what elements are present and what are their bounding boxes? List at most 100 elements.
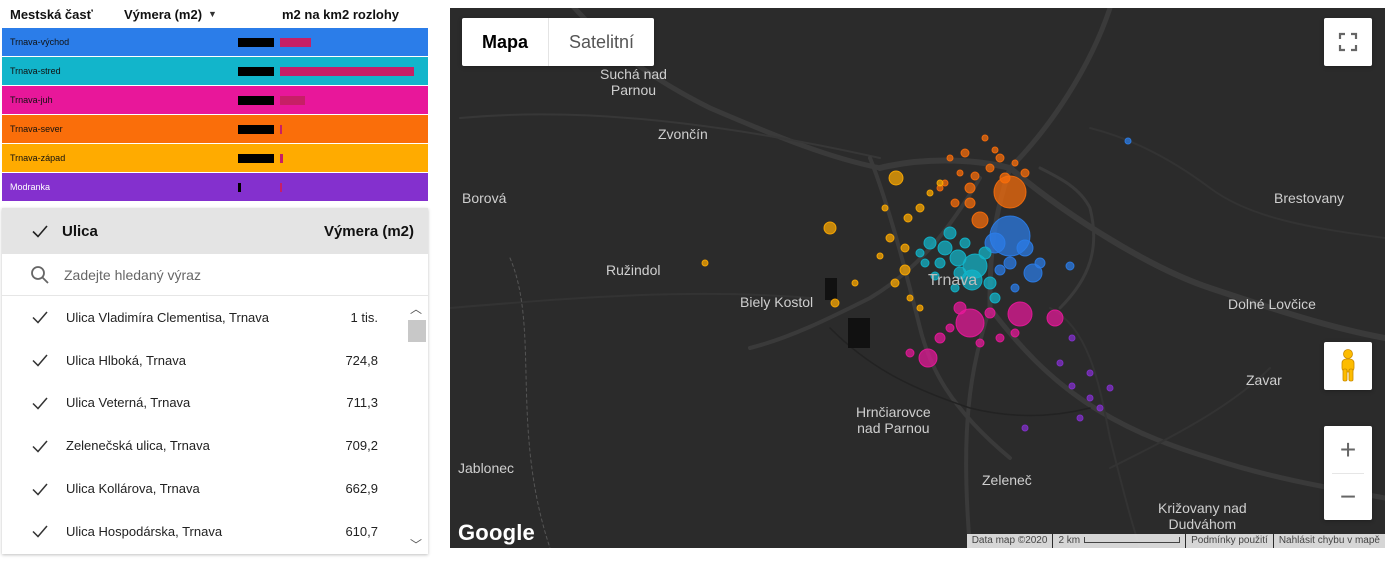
street-list-item[interactable]: Ulica Vladimíra Clementisa, Trnava 1 tis.: [2, 296, 404, 339]
map-bubble[interactable]: [946, 154, 954, 162]
street-list-item[interactable]: Zelenečská ulica, Trnava 709,2: [2, 424, 404, 467]
map-bubble[interactable]: [971, 211, 989, 229]
map-bubble[interactable]: [1016, 239, 1034, 257]
map-bubble[interactable]: [934, 257, 946, 269]
street-checkbox[interactable]: [30, 479, 50, 499]
street-checkbox[interactable]: [30, 350, 50, 370]
map-bubble[interactable]: [949, 249, 967, 267]
map-bubble[interactable]: [916, 304, 924, 312]
map-bubble[interactable]: [876, 252, 884, 260]
map-bubble[interactable]: [1034, 257, 1046, 269]
map-bubble[interactable]: [1086, 394, 1094, 402]
report-error-link[interactable]: Nahlásit chybu v mapě: [1273, 534, 1385, 548]
street-list-item[interactable]: Ulica Hospodárska, Trnava 610,7: [2, 510, 404, 553]
map[interactable]: Suchá nad Parnou Zvončín Borová Ružindol …: [450, 8, 1385, 548]
district-name-header[interactable]: Mestská časť: [10, 6, 93, 22]
map-bubble[interactable]: [1076, 414, 1084, 422]
map-bubble[interactable]: [991, 146, 999, 154]
map-bubble[interactable]: [930, 271, 940, 281]
street-search-input[interactable]: [64, 266, 364, 283]
map-bubble[interactable]: [1023, 263, 1043, 283]
map-bubble[interactable]: [1011, 159, 1019, 167]
map-bubble[interactable]: [945, 323, 955, 333]
map-bubble[interactable]: [900, 243, 910, 253]
street-view-pegman-button[interactable]: [1324, 342, 1372, 390]
map-bubble[interactable]: [970, 171, 980, 181]
map-bubble[interactable]: [851, 279, 859, 287]
map-bubble[interactable]: [881, 204, 889, 212]
map-scale[interactable]: 2 km: [1053, 534, 1186, 548]
map-bubble[interactable]: [1065, 261, 1075, 271]
district-row[interactable]: Trnava-stred: [2, 57, 428, 85]
street-list-scrollbar[interactable]: ︿ ﹀: [404, 296, 428, 554]
map-bubble[interactable]: [1003, 256, 1017, 270]
map-bubble[interactable]: [890, 278, 900, 288]
map-bubble[interactable]: [993, 175, 1027, 209]
map-bubble[interactable]: [885, 233, 895, 243]
map-bubble[interactable]: [950, 198, 960, 208]
map-bubble[interactable]: [823, 221, 837, 235]
map-type-map-button[interactable]: Mapa: [482, 31, 529, 52]
map-bubble[interactable]: [920, 258, 930, 268]
map-bubble[interactable]: [955, 308, 985, 338]
density-header[interactable]: m2 na km2 rozlohy: [282, 6, 400, 22]
area-header[interactable]: Výmera (m2) ▼: [116, 7, 274, 22]
map-bubble[interactable]: [1020, 168, 1030, 178]
district-row[interactable]: Trnava-sever: [2, 115, 428, 143]
map-bubble[interactable]: [1086, 369, 1094, 377]
map-bubble[interactable]: [1096, 404, 1104, 412]
map-bubble[interactable]: [1124, 137, 1132, 145]
map-bubble[interactable]: [985, 163, 995, 173]
map-bubble[interactable]: [994, 264, 1006, 276]
street-list-item[interactable]: Ulica Hlboká, Trnava 724,8: [2, 339, 404, 382]
map-bubble[interactable]: [1068, 382, 1076, 390]
map-bubble[interactable]: [964, 197, 976, 209]
map-bubble[interactable]: [926, 189, 934, 197]
map-bubble[interactable]: [956, 169, 964, 177]
map-bubble[interactable]: [961, 269, 983, 291]
map-bubble[interactable]: [975, 338, 985, 348]
map-bubble[interactable]: [1068, 334, 1076, 342]
map-bubble[interactable]: [983, 276, 997, 290]
map-bubble[interactable]: [918, 348, 938, 368]
map-bubble[interactable]: [903, 213, 913, 223]
map-bubble[interactable]: [981, 134, 989, 142]
map-bubble[interactable]: [905, 348, 915, 358]
street-checkbox[interactable]: [30, 307, 50, 327]
district-row[interactable]: Trnava-západ: [2, 144, 428, 172]
map-bubble[interactable]: [1056, 359, 1064, 367]
map-bubble[interactable]: [999, 172, 1011, 184]
map-bubble[interactable]: [915, 203, 925, 213]
zoom-in-button[interactable]: +: [1324, 427, 1372, 473]
map-bubble[interactable]: [953, 266, 967, 280]
map-bubble[interactable]: [995, 153, 1005, 163]
map-bubble[interactable]: [888, 170, 904, 186]
map-type-satellite-button[interactable]: Satelitní: [548, 18, 654, 66]
district-row[interactable]: Modranka: [2, 173, 428, 201]
map-bubble[interactable]: [989, 292, 1001, 304]
map-bubble[interactable]: [915, 248, 925, 258]
map-bubble[interactable]: [1046, 309, 1064, 327]
map-bubble[interactable]: [1106, 384, 1114, 392]
scroll-up-icon[interactable]: ︿: [409, 301, 422, 316]
map-bubble[interactable]: [937, 240, 953, 256]
map-bubble[interactable]: [934, 332, 946, 344]
scroll-down-icon[interactable]: ﹀: [409, 537, 422, 552]
map-bubble[interactable]: [906, 294, 914, 302]
map-bubble[interactable]: [995, 333, 1005, 343]
district-row[interactable]: Trnava-juh: [2, 86, 428, 114]
select-all-checkbox[interactable]: [30, 221, 50, 241]
street-checkbox[interactable]: [30, 436, 50, 456]
map-bubble[interactable]: [960, 148, 970, 158]
street-area-column-header[interactable]: Výmera (m2): [323, 222, 414, 240]
street-list-item[interactable]: Ulica Kollárova, Trnava 662,9: [2, 467, 404, 510]
map-bubble[interactable]: [1007, 301, 1033, 327]
map-bubble[interactable]: [984, 232, 1006, 254]
street-checkbox[interactable]: [30, 393, 50, 413]
map-bubble[interactable]: [978, 246, 992, 260]
map-bubble[interactable]: [984, 307, 996, 319]
street-list-item[interactable]: Ulica Veterná, Trnava 711,3: [2, 382, 404, 425]
map-bubble[interactable]: [964, 182, 976, 194]
map-bubble[interactable]: [701, 259, 709, 267]
street-checkbox[interactable]: [30, 521, 50, 541]
